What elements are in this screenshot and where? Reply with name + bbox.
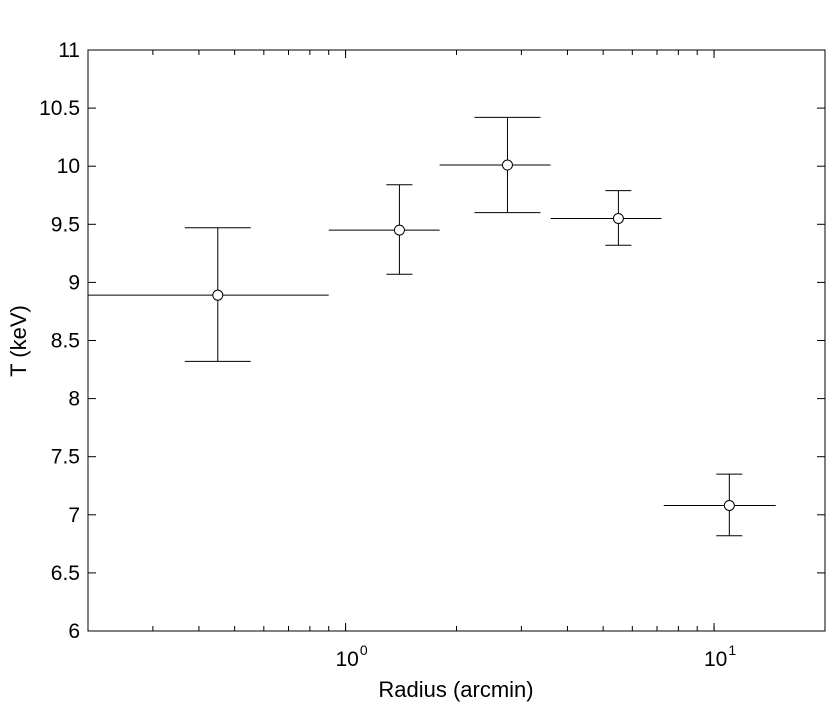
- point-marker: [393, 224, 405, 236]
- data-point: [550, 190, 662, 246]
- y-tick-label: 9.5: [51, 213, 80, 236]
- y-tick-label: 10: [57, 155, 80, 178]
- x-tick-label: 100: [335, 642, 367, 671]
- data-point: [328, 184, 440, 275]
- point-marker: [212, 289, 224, 301]
- x-tick-label: 101: [704, 642, 736, 671]
- y-tick-labels: 6 6.5 7 7.5 8 8.5 9 9.5 10 10.5 11: [39, 39, 80, 643]
- data-point: [663, 473, 776, 537]
- y-tick-label: 7.5: [51, 446, 80, 469]
- y-tick-label: 10.5: [39, 97, 80, 120]
- data-point: [88, 227, 329, 362]
- point-marker: [723, 500, 735, 512]
- y-tick-label: 7: [68, 504, 80, 527]
- plot-area: [87, 49, 826, 632]
- data-points: [88, 116, 776, 537]
- x-tick-labels: 100 101: [335, 642, 736, 671]
- x-axis-title: Radius (arcmin): [378, 677, 533, 702]
- y-tick-label: 9: [68, 271, 80, 294]
- y-tick-label: 8: [68, 388, 80, 411]
- point-marker: [612, 212, 624, 224]
- data-point: [439, 116, 551, 214]
- y-tick-label: 8.5: [51, 330, 80, 353]
- y-tick-label: 6: [68, 620, 80, 643]
- y-tick-label: 6.5: [51, 562, 80, 585]
- axis-ticks: [87, 49, 826, 632]
- y-axis-title: T (keV): [6, 305, 31, 377]
- point-marker: [501, 159, 513, 171]
- y-tick-label: 11: [58, 39, 80, 62]
